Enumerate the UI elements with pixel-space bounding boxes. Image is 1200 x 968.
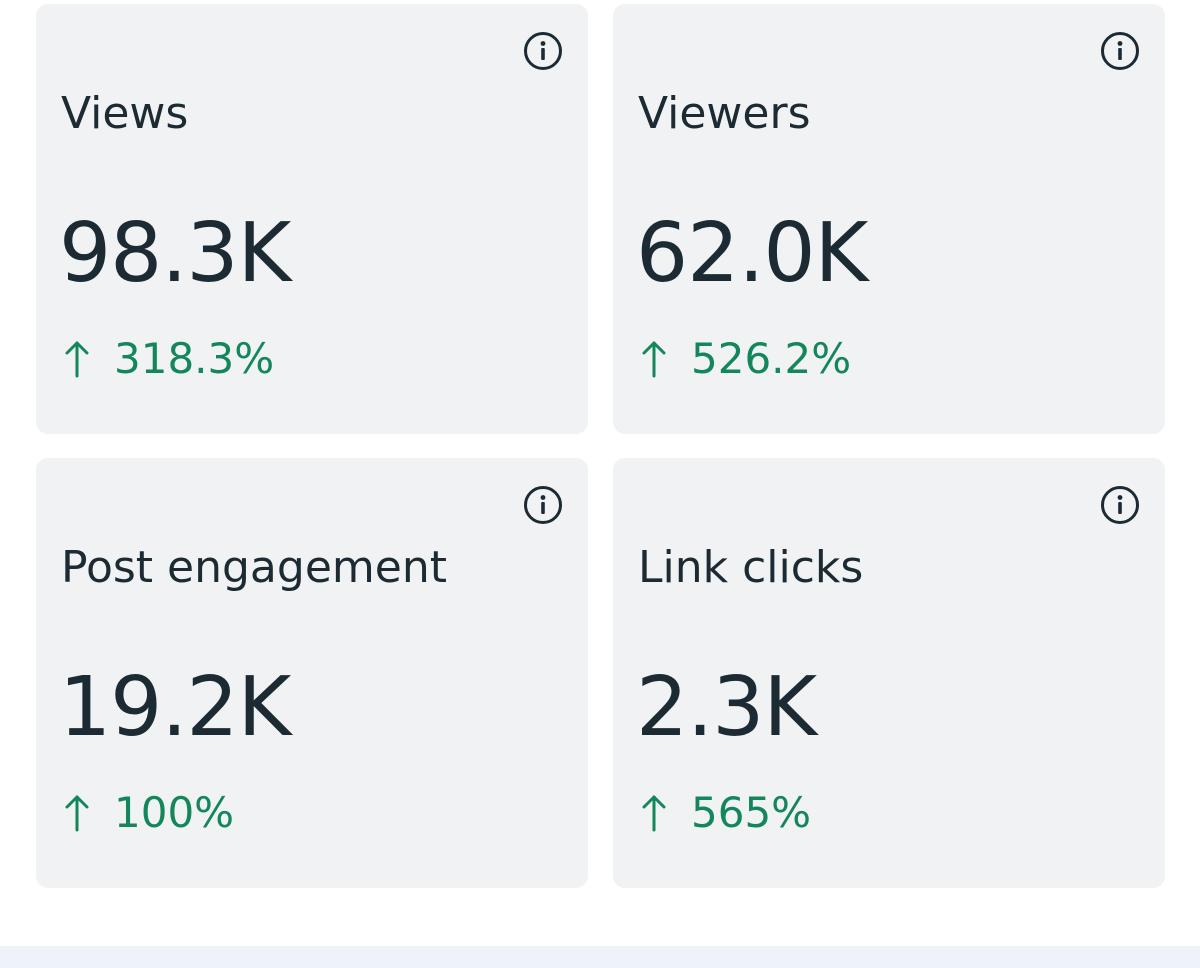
info-icon[interactable] bbox=[1099, 484, 1141, 526]
metric-change: 100% bbox=[64, 788, 234, 838]
arrow-up-icon bbox=[641, 340, 667, 378]
metric-card-link-clicks[interactable]: Link clicks 2.3K 565% bbox=[613, 458, 1165, 888]
metric-label: Views bbox=[61, 88, 189, 139]
info-icon[interactable] bbox=[1099, 30, 1141, 72]
info-icon[interactable] bbox=[522, 30, 564, 72]
metric-value: 98.3K bbox=[59, 206, 291, 301]
metric-change-value: 526.2% bbox=[691, 334, 852, 383]
metric-change-value: 318.3% bbox=[114, 334, 275, 383]
metric-label: Post engagement bbox=[61, 542, 447, 593]
metric-label: Link clicks bbox=[638, 542, 864, 593]
metric-change: 565% bbox=[641, 788, 811, 838]
bottom-panel-edge bbox=[0, 946, 1200, 968]
metric-card-viewers[interactable]: Viewers 62.0K 526.2% bbox=[613, 4, 1165, 434]
metric-value: 19.2K bbox=[59, 660, 291, 755]
metric-value: 2.3K bbox=[636, 660, 817, 755]
metric-change: 318.3% bbox=[64, 334, 274, 384]
metric-value: 62.0K bbox=[636, 206, 868, 301]
metric-card-views[interactable]: Views 98.3K 318.3% bbox=[36, 4, 588, 434]
metric-label: Viewers bbox=[638, 88, 811, 139]
metric-change-value: 100% bbox=[114, 788, 235, 837]
metric-change: 526.2% bbox=[641, 334, 851, 384]
arrow-up-icon bbox=[64, 340, 90, 378]
arrow-up-icon bbox=[64, 794, 90, 832]
metric-card-post-engagement[interactable]: Post engagement 19.2K 100% bbox=[36, 458, 588, 888]
info-icon[interactable] bbox=[522, 484, 564, 526]
arrow-up-icon bbox=[641, 794, 667, 832]
metric-change-value: 565% bbox=[691, 788, 812, 837]
